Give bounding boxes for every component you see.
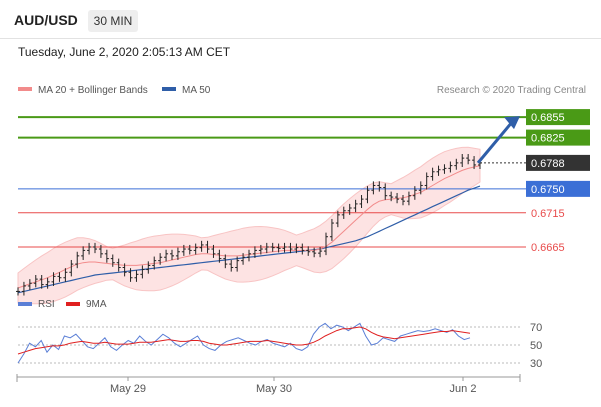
level-tag-1: 0.6825 (531, 133, 565, 145)
level-tag-2: 0.6788 (531, 158, 565, 170)
x-tick-label-1: May 30 (256, 383, 292, 395)
symbol-label: AUD/USD (14, 12, 78, 28)
timeframe-badge[interactable]: 30 MIN (88, 10, 138, 32)
legend-swatch-0 (18, 87, 32, 91)
rsi-tick-0: 70 (530, 322, 542, 334)
rsi-legend-swatch-0 (18, 302, 32, 306)
credit-text: Research © 2020 Trading Central (437, 85, 586, 96)
level-tag-bg-0 (526, 109, 590, 126)
rsi-ma9-line (17, 326, 471, 355)
level-tag-3: 0.6750 (531, 184, 565, 196)
level-tag-0: 0.6855 (531, 112, 565, 124)
bollinger-band (17, 146, 481, 305)
rsi-legend-swatch-1 (66, 302, 80, 306)
level-tag-5: 0.6665 (531, 242, 565, 254)
level-tag-bg-1 (526, 129, 590, 146)
chart-header: AUD/USD 30 MIN (0, 0, 601, 39)
legend-label-0: MA 20 + Bollinger Bands (38, 85, 148, 96)
level-tag-4: 0.6715 (531, 208, 565, 220)
rsi-legend-label-1: 9MA (86, 299, 107, 310)
rsi-legend-label-0: RSI (38, 299, 55, 310)
rsi-tick-2: 30 (530, 358, 542, 370)
level-tag-bg-3 (526, 180, 590, 197)
forecast-arrow-shaft (476, 121, 514, 164)
level-tag-bg-2 (526, 154, 590, 171)
x-tick-label-2: Jun 2 (450, 383, 477, 395)
x-tick-label-0: May 29 (110, 383, 146, 395)
forecast-arrow-head (504, 116, 520, 130)
rsi-tick-1: 50 (530, 340, 542, 352)
legend-label-1: MA 50 (182, 85, 211, 96)
timestamp: Tuesday, June 2, 2020 2:05:13 AM CET (18, 45, 231, 59)
rsi-line (17, 322, 471, 364)
legend-swatch-1 (162, 87, 176, 91)
